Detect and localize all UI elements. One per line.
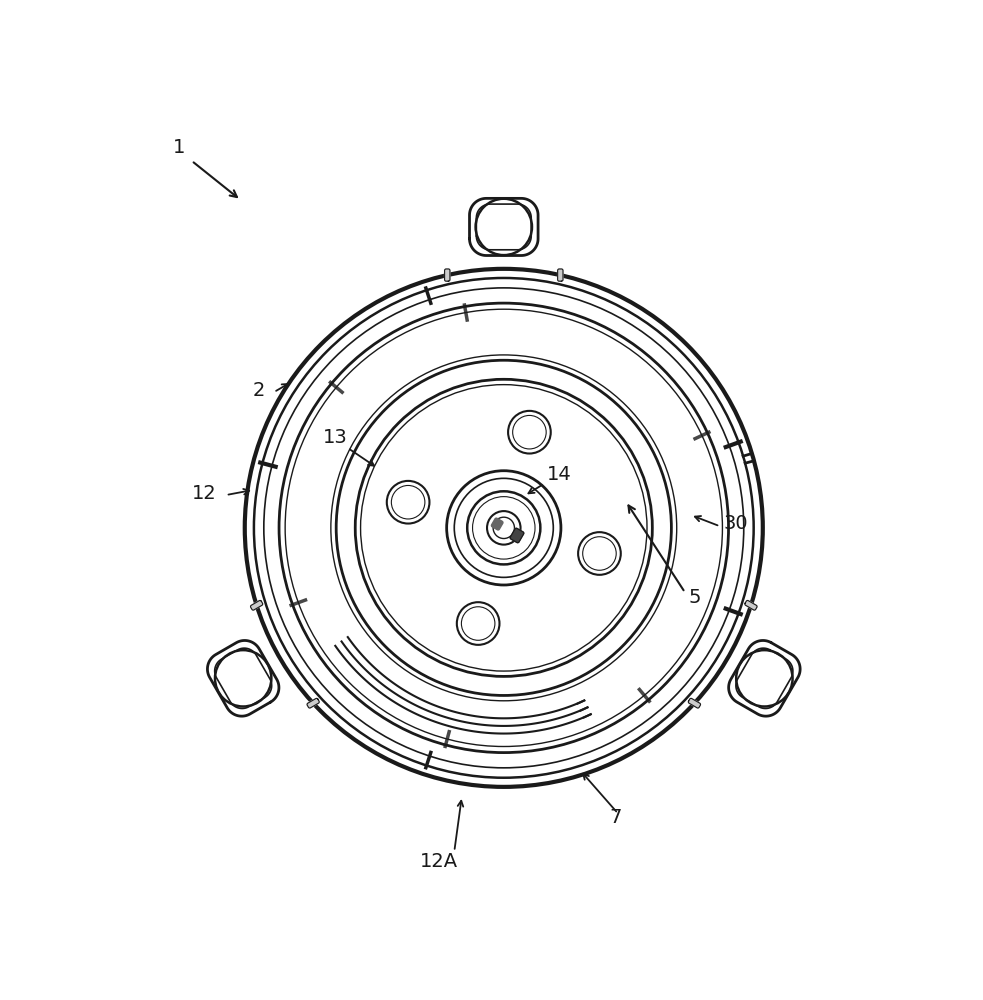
Text: 14: 14 xyxy=(548,465,572,484)
Text: 5: 5 xyxy=(688,588,701,607)
Polygon shape xyxy=(557,269,563,281)
Text: 2: 2 xyxy=(253,381,264,400)
Polygon shape xyxy=(492,518,503,530)
Text: 13: 13 xyxy=(322,428,347,447)
Polygon shape xyxy=(307,698,319,708)
Polygon shape xyxy=(444,269,450,281)
Polygon shape xyxy=(251,600,262,610)
Text: 7: 7 xyxy=(608,808,621,827)
Polygon shape xyxy=(688,698,701,708)
Polygon shape xyxy=(745,600,757,610)
Text: 12: 12 xyxy=(192,484,216,503)
Polygon shape xyxy=(510,528,524,543)
Text: 1: 1 xyxy=(172,138,185,157)
Text: 12A: 12A xyxy=(420,852,458,871)
Text: 30: 30 xyxy=(723,514,748,533)
